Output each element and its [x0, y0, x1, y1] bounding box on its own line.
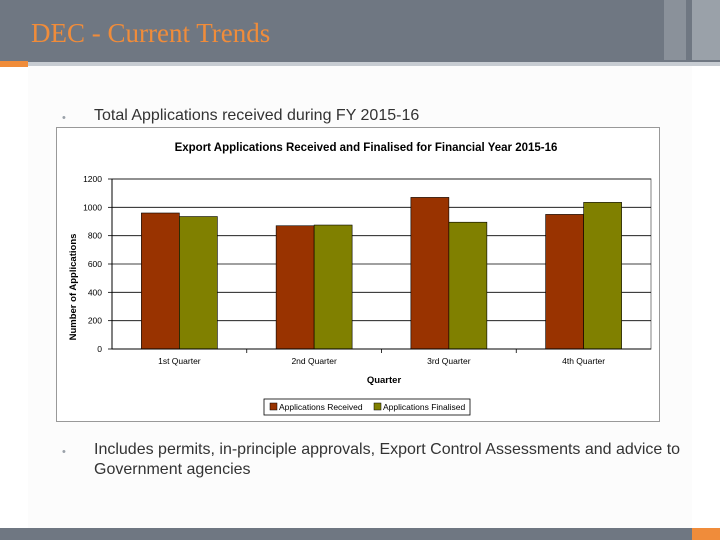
- title-bar-tab: [692, 0, 720, 60]
- bar: [448, 221, 488, 350]
- bar: [275, 225, 315, 350]
- bar: [141, 212, 180, 350]
- y-tick-label: 1000: [83, 202, 102, 212]
- bullet-text-1: Total Applications received during FY 20…: [94, 107, 420, 124]
- y-axis-title: Number of Applications: [68, 234, 79, 341]
- x-tick-label: 4th Quarter: [562, 356, 605, 366]
- x-tick-label: 3rd Quarter: [427, 356, 471, 366]
- y-tick-label: 800: [88, 231, 102, 241]
- x-axis-title: Quarter: [367, 375, 402, 386]
- y-tick-label: 400: [88, 287, 102, 297]
- legend-label: Applications Finalised: [383, 402, 465, 412]
- bullet-text-2: Includes permits, in-principle approvals…: [94, 441, 681, 478]
- bar: [545, 214, 584, 350]
- legend-label: Applications Received: [279, 402, 363, 412]
- footer-bar: [0, 528, 720, 540]
- slide-title: DEC - Current Trends: [31, 18, 271, 48]
- x-tick-label: 2nd Quarter: [291, 356, 337, 366]
- footer-accent: [692, 528, 720, 540]
- title-divider: [28, 62, 720, 66]
- chart-title: Export Applications Received and Finalis…: [175, 142, 558, 154]
- bar: [179, 216, 218, 350]
- y-tick-label: 600: [88, 259, 102, 269]
- bar: [313, 224, 353, 350]
- title-bar-tab: [664, 0, 686, 60]
- y-tick-label: 200: [88, 316, 102, 326]
- y-tick-label: 1200: [83, 174, 102, 184]
- legend-swatch: [269, 402, 278, 411]
- legend-swatch: [373, 402, 382, 411]
- bar-chart: Export Applications Received and Finalis…: [56, 127, 660, 422]
- y-tick-label: 0: [97, 344, 102, 354]
- bar: [410, 197, 450, 350]
- bullet-marker: •: [62, 112, 66, 124]
- bar: [583, 202, 622, 350]
- title-bar: [0, 0, 720, 62]
- bullet-marker: •: [62, 446, 66, 458]
- title-accent: [0, 61, 28, 67]
- legend-box: [263, 398, 471, 416]
- x-tick-label: 1st Quarter: [158, 356, 201, 366]
